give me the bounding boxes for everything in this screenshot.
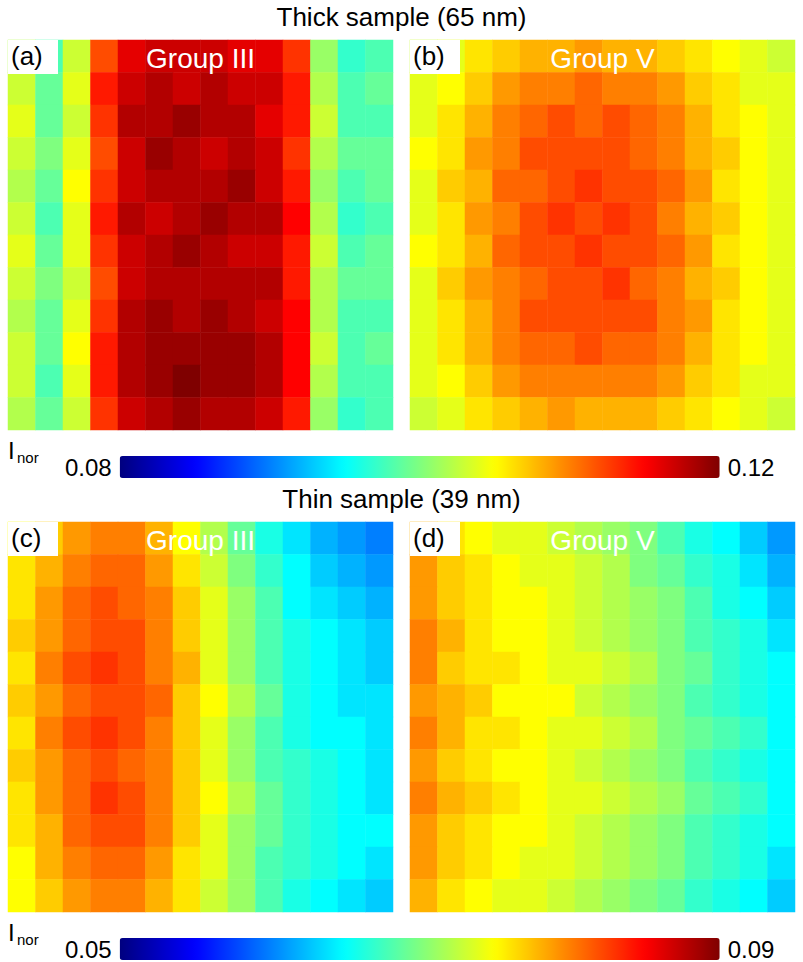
svg-text:nor: nor bbox=[17, 931, 39, 948]
svg-text:nor: nor bbox=[17, 449, 39, 466]
svg-text:I: I bbox=[8, 437, 15, 464]
svg-text:0.09: 0.09 bbox=[728, 936, 775, 962]
svg-text:I: I bbox=[8, 919, 15, 946]
svg-text:Group III: Group III bbox=[146, 525, 255, 556]
svg-text:Thin sample (39 nm): Thin sample (39 nm) bbox=[282, 484, 520, 514]
svg-text:0.12: 0.12 bbox=[728, 454, 775, 481]
svg-text:Thick sample (65 nm): Thick sample (65 nm) bbox=[277, 2, 527, 32]
svg-text:(d): (d) bbox=[413, 523, 445, 553]
svg-text:(a): (a) bbox=[11, 41, 43, 71]
svg-text:Group V: Group V bbox=[550, 525, 655, 556]
svg-text:Group III: Group III bbox=[146, 43, 255, 74]
svg-text:Group V: Group V bbox=[550, 43, 655, 74]
svg-text:0.08: 0.08 bbox=[65, 454, 112, 481]
svg-text:(c): (c) bbox=[11, 523, 41, 553]
svg-text:(b): (b) bbox=[413, 41, 445, 71]
svg-text:0.05: 0.05 bbox=[65, 936, 112, 962]
